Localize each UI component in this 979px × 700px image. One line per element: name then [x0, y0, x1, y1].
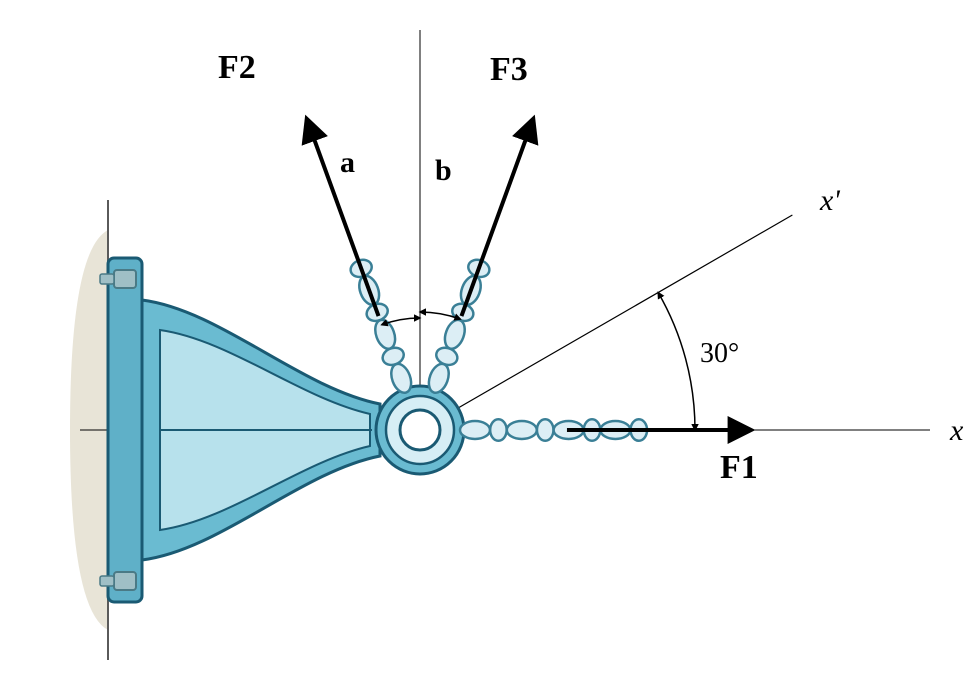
label-angle-a: a — [340, 146, 355, 179]
label-F2: F2 — [218, 49, 256, 86]
label-F3: F3 — [490, 51, 528, 88]
label-angle-b: b — [435, 154, 452, 187]
force-arrows-group — [307, 120, 750, 430]
label-angle-30: 30° — [700, 338, 739, 369]
axis-x-label: x — [949, 414, 964, 447]
force-diagram: x F1 F2 F3 a b 30° x' — [0, 0, 979, 700]
eye-ring — [376, 386, 464, 474]
axis-x-prime — [420, 215, 792, 430]
bracket-flange — [108, 258, 142, 602]
label-F1: F1 — [720, 449, 758, 486]
axis-x-prime-label: x' — [819, 184, 840, 217]
